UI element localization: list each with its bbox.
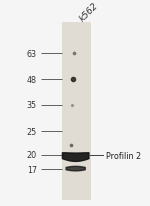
Text: 35: 35	[27, 101, 37, 110]
Text: 63: 63	[27, 50, 37, 59]
Point	[71, 103, 74, 107]
Text: 25: 25	[27, 127, 37, 136]
Text: 20: 20	[27, 151, 37, 160]
Bar	[62, 23, 91, 200]
Text: 48: 48	[27, 75, 37, 84]
Text: Profilin 2: Profilin 2	[106, 151, 141, 160]
Point	[70, 144, 72, 147]
Text: 17: 17	[27, 165, 37, 174]
Point	[73, 53, 76, 56]
Point	[72, 78, 74, 81]
Text: k562: k562	[77, 1, 100, 23]
